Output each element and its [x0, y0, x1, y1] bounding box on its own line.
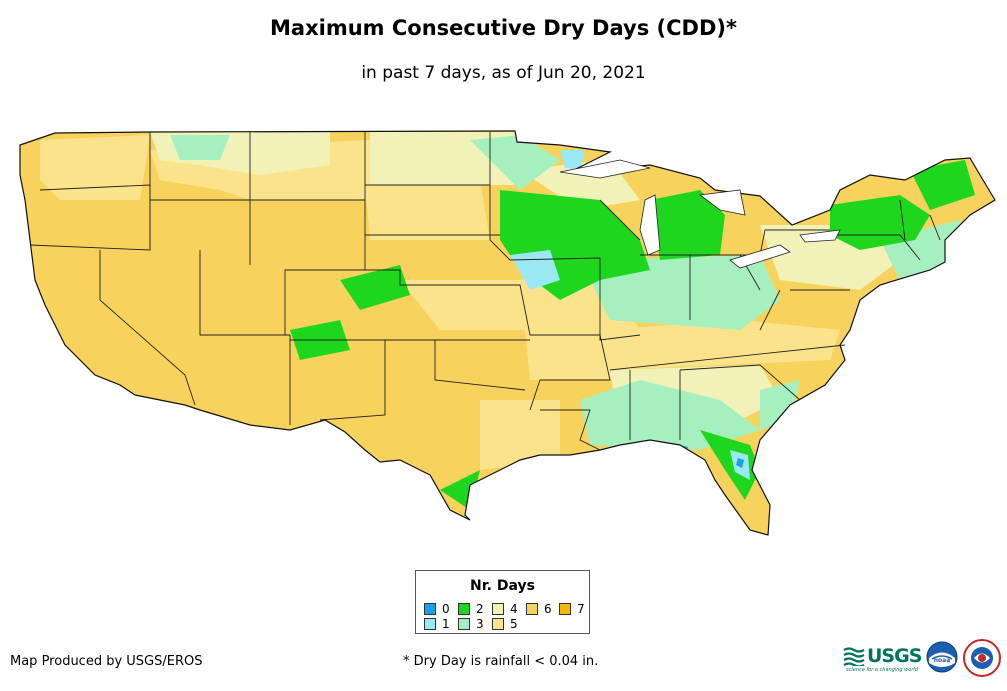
region-red-river-3 — [470, 135, 560, 190]
region-idaho-3 — [170, 135, 230, 160]
region-kansas-5 — [400, 280, 540, 330]
usgs-tagline: science for a changing world — [846, 667, 918, 673]
region-east-texas-5 — [480, 400, 560, 470]
legend-swatch-4 — [492, 603, 504, 615]
region-pacific-northwest-5 — [40, 135, 150, 200]
map-regions — [40, 132, 975, 510]
legend-swatch-3 — [458, 618, 470, 630]
legend-label-0: 0 — [442, 602, 450, 616]
legend-item-6: 6 — [526, 602, 552, 616]
usgs-wave-icon — [843, 647, 865, 666]
legend-label-4: 4 — [510, 602, 518, 616]
legend-label-1: 1 — [442, 617, 450, 631]
legend-box: Nr. Days 0 1 2 3 4 5 6 7 — [415, 570, 590, 634]
region-michigan-2 — [650, 190, 725, 260]
legend-item-3: 3 — [458, 617, 484, 631]
map-subtitle: in past 7 days, as of Jun 20, 2021 — [361, 63, 646, 83]
legend-label-3: 3 — [476, 617, 484, 631]
state-boundaries — [29, 132, 941, 451]
region-new-york-2 — [830, 195, 930, 250]
us-map-svg — [19, 130, 996, 536]
region-florida-2 — [700, 430, 760, 500]
usgs-logo: USGS — [843, 644, 922, 668]
region-dakotas-5 — [365, 180, 490, 240]
map-title: Maximum Consecutive Dry Days (CDD)* — [270, 16, 737, 40]
noaa-logo-text: noaa — [934, 657, 951, 664]
region-minnesota-1 — [560, 150, 585, 170]
legend-swatch-2 — [458, 603, 470, 615]
map-credit: Map Produced by USGS/EROS — [10, 654, 203, 669]
legend-item-4: 4 — [492, 602, 518, 616]
noaa-logo: noaa — [926, 641, 958, 673]
region-kentucky-5 — [600, 320, 840, 370]
legend-label-5: 5 — [510, 617, 518, 631]
usgs-logo-text: USGS — [867, 645, 922, 667]
legend-swatch-5 — [492, 618, 504, 630]
legend-label-2: 2 — [476, 602, 484, 616]
legend-label-6: 6 — [544, 602, 552, 616]
legend-title: Nr. Days — [470, 578, 535, 594]
great-lakes — [559, 159, 841, 269]
legend-item-0: 0 — [424, 602, 450, 616]
legend-swatch-7 — [559, 603, 571, 615]
legend-label-7: 7 — [577, 602, 585, 616]
legend-swatch-0 — [424, 603, 436, 615]
legend-item-1: 1 — [424, 617, 450, 631]
nws-logo — [963, 639, 1001, 677]
map-base-region — [20, 131, 995, 535]
us-map — [0, 110, 1007, 560]
region-florida-0 — [736, 458, 744, 468]
legend-item-7: 7 — [559, 602, 585, 616]
legend-item-5: 5 — [492, 617, 518, 631]
region-maine-2 — [910, 160, 975, 210]
legend-item-2: 2 — [458, 602, 484, 616]
region-gulf-coast-3 — [580, 380, 760, 450]
legend-swatch-6 — [526, 603, 538, 615]
dry-day-footnote: * Dry Day is rainfall < 0.04 in. — [403, 654, 599, 669]
legend-swatch-1 — [424, 618, 436, 630]
region-colorado-2 — [340, 265, 410, 310]
